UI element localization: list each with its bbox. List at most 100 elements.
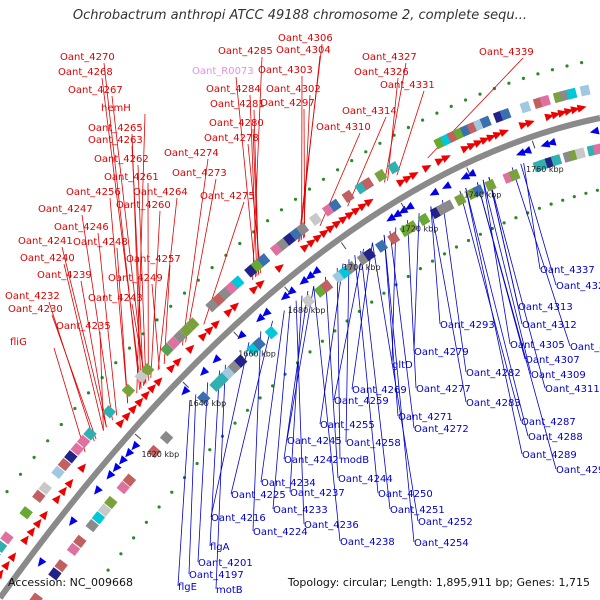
cog-category-box	[344, 260, 358, 275]
forward-gene-label[interactable]: Oant_4274	[164, 148, 219, 159]
forward-gene-label[interactable]: Oant_4256	[66, 187, 121, 198]
reverse-gene-label[interactable]: Oant_4234	[261, 478, 316, 489]
reverse-gene-label[interactable]: Oant_4287	[521, 417, 576, 428]
forward-gene-label[interactable]: Oant_4327	[362, 52, 417, 63]
cog-category-box	[221, 366, 236, 380]
reverse-gene-label[interactable]: Oant_4224	[253, 527, 308, 538]
reverse-gene-label[interactable]: Oant_4225	[231, 490, 286, 501]
reverse-gene-label[interactable]: flgE	[178, 582, 197, 593]
reverse-gene-label[interactable]: Oant_4233	[273, 505, 328, 516]
forward-gene-label[interactable]: fliG	[10, 337, 27, 348]
reverse-gene-label[interactable]: Oant_4251	[390, 505, 445, 516]
reverse-gene-label[interactable]: modB	[340, 455, 369, 466]
forward-gene-label[interactable]: Oant_4285	[218, 46, 273, 57]
reverse-gene-label[interactable]: Oant_4283	[466, 398, 521, 409]
forward-gene-label[interactable]: hemH	[101, 103, 131, 114]
forward-gene-label[interactable]: Oant_4302	[266, 84, 321, 95]
reverse-gene-label[interactable]: Oant_4305	[510, 340, 565, 351]
forward-gene-label[interactable]: Oant_4331	[380, 80, 435, 91]
forward-gene-label[interactable]: Oant_4270	[60, 52, 115, 63]
reverse-gene-label[interactable]: Oant_4254	[414, 538, 469, 549]
reverse-gene-label[interactable]: Oant_4252	[418, 517, 473, 528]
reverse-gene-label[interactable]: Oant_4242	[284, 455, 339, 466]
reverse-gene-label[interactable]: Oant_4271	[398, 412, 453, 423]
forward-gene-label[interactable]: Oant_4284	[206, 84, 261, 95]
reverse-gene-label[interactable]: flgA	[210, 542, 230, 553]
forward-gene-label[interactable]: Oant_4267	[68, 85, 123, 96]
reverse-gene-label[interactable]: Oant_4197	[189, 570, 244, 581]
forward-gene-label[interactable]: Oant_4232	[5, 291, 60, 302]
reverse-gene-label[interactable]: Oant_4236	[304, 520, 359, 531]
reverse-gene-label[interactable]: Oant_4309	[531, 370, 586, 381]
cog-category-box	[215, 372, 229, 386]
forward-gene-label[interactable]: Oant_4240	[20, 253, 75, 264]
forward-gene-label[interactable]: Oant_4243	[88, 293, 143, 304]
reverse-gene-label[interactable]: Oant_4250	[378, 489, 433, 500]
forward-gene-arrow	[486, 134, 496, 143]
reverse-gene-label[interactable]: Oant_4282	[466, 368, 521, 379]
forward-gene-label[interactable]: Oant_4246	[54, 222, 109, 233]
reverse-gene-label[interactable]: gltD	[392, 360, 413, 371]
reverse-gene-label[interactable]: Oant_4244	[338, 474, 393, 485]
gc-dot	[466, 238, 471, 243]
reverse-gene-label[interactable]: Oant_4307	[525, 355, 580, 366]
reverse-gene-label[interactable]: Oant_4313	[518, 302, 573, 313]
reverse-gene-label[interactable]: Oant_4325	[556, 281, 600, 292]
forward-gene-label[interactable]: Oant_4265	[88, 123, 143, 134]
forward-gene-label[interactable]: Oant_4310	[316, 122, 371, 133]
forward-gene-label[interactable]: Oant_4249	[108, 273, 163, 284]
forward-gene-label[interactable]: Oant_4326	[354, 67, 409, 78]
forward-gene-label[interactable]: Oant_4314	[342, 106, 397, 117]
forward-gene-label[interactable]: Oant_4303	[258, 65, 313, 76]
forward-gene-label[interactable]: Oant_4264	[133, 187, 188, 198]
forward-gene-label[interactable]: Oant_4248	[73, 237, 128, 248]
reverse-gene-label[interactable]: Oant_4258	[346, 438, 401, 449]
forward-gene-label[interactable]: Oant_4273	[172, 168, 227, 179]
reverse-gene-label[interactable]: Oant_4293	[440, 320, 495, 331]
forward-gene-label[interactable]: Oant_4261	[104, 172, 159, 183]
reverse-gene-label[interactable]: Oant_4201	[198, 558, 253, 569]
cog-category-box	[19, 506, 33, 520]
forward-gene-label[interactable]: Oant_4281	[210, 99, 265, 110]
reverse-gene-arrow	[516, 148, 526, 156]
reverse-leader-line	[430, 206, 441, 325]
reverse-gene-label[interactable]: motB	[216, 585, 243, 596]
forward-gene-label[interactable]: Oant_4247	[38, 204, 93, 215]
reverse-gene-label[interactable]: Oant_4312	[522, 320, 577, 331]
reverse-gene-label[interactable]: Oant_4238	[340, 537, 395, 548]
reverse-gene-label[interactable]: Oant_4259	[334, 396, 389, 407]
reverse-gene-label[interactable]: Oant_4272	[414, 424, 469, 435]
reverse-gene-label[interactable]: Oant_4279	[414, 347, 469, 358]
reverse-gene-label[interactable]: Oant_4255	[320, 420, 375, 431]
forward-gene-label[interactable]: Oant_4263	[88, 135, 143, 146]
forward-gene-label[interactable]: Oant_4339	[479, 47, 534, 58]
forward-gene-arrow	[563, 108, 574, 116]
forward-gene-label[interactable]: Oant_R0073	[192, 66, 254, 77]
forward-gene-label[interactable]: Oant_4278	[204, 133, 259, 144]
reverse-gene-label[interactable]: Oant_4319	[570, 342, 600, 353]
forward-gene-label[interactable]: Oant_4235	[56, 321, 111, 332]
reverse-gene-label[interactable]: Oant_4337	[540, 265, 595, 276]
reverse-gene-label[interactable]: Oant_4289	[522, 450, 577, 461]
forward-gene-label[interactable]: Oant_4262	[94, 154, 149, 165]
reverse-gene-label[interactable]: Oant_4292	[556, 465, 600, 476]
forward-gene-label[interactable]: Oant_4275	[200, 191, 255, 202]
forward-gene-label[interactable]: Oant_4239	[37, 270, 92, 281]
forward-gene-label[interactable]: Oant_4304	[276, 45, 331, 56]
forward-gene-label[interactable]: Oant_4268	[58, 67, 113, 78]
cog-category-box	[592, 143, 600, 155]
reverse-gene-label[interactable]: Oant_4311	[545, 384, 600, 395]
reverse-gene-label[interactable]: Oant_4288	[528, 432, 583, 443]
forward-gene-label[interactable]: Oant_4230	[8, 304, 63, 315]
forward-gene-label[interactable]: Oant_4260	[116, 200, 171, 211]
forward-gene-label[interactable]: Oant_4280	[209, 118, 264, 129]
reverse-gene-label[interactable]: Oant_4237	[290, 488, 345, 499]
reverse-gene-label[interactable]: Oant_4216	[211, 513, 266, 524]
forward-gene-label[interactable]: Oant_4306	[278, 33, 333, 44]
reverse-gene-label[interactable]: Oant_4269	[352, 385, 407, 396]
forward-gene-label[interactable]: Oant_4257	[126, 254, 181, 265]
forward-gene-label[interactable]: Oant_4241	[18, 236, 73, 247]
reverse-gene-label[interactable]: Oant_4277	[416, 384, 471, 395]
forward-gene-label[interactable]: Oant_4297	[260, 98, 315, 109]
reverse-gene-label[interactable]: Oant_4245	[287, 436, 342, 447]
